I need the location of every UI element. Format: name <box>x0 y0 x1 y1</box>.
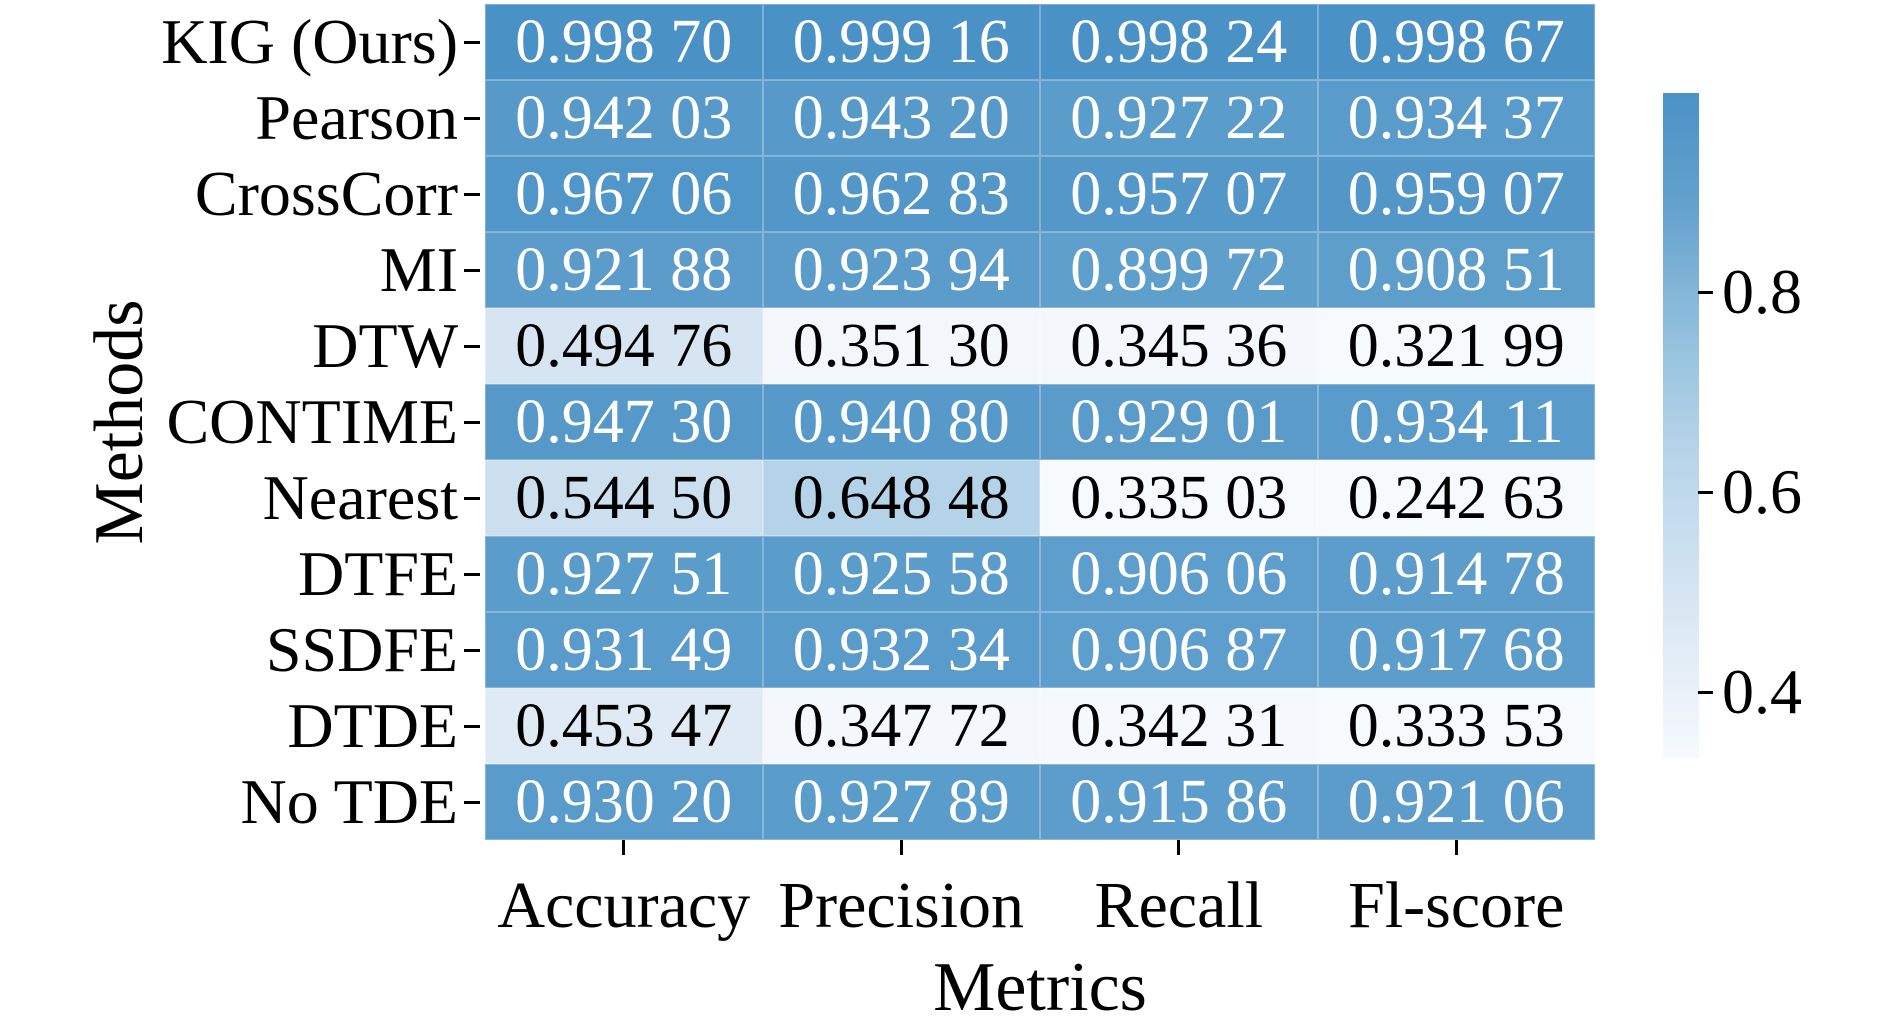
heatmap-cell: 0.967 06 <box>485 156 763 232</box>
heatmap-cell: 0.544 50 <box>485 460 763 536</box>
row-label: Pearson <box>255 82 458 153</box>
row-label: DTW <box>312 310 458 381</box>
heatmap-cell: 0.934 37 <box>1317 80 1595 156</box>
colorbar-tick-label: 0.6 <box>1722 456 1802 527</box>
heatmap-cell: 0.959 07 <box>1317 156 1595 232</box>
col-label: Recall <box>1094 869 1264 942</box>
heatmap-cell: 0.940 80 <box>762 384 1040 460</box>
heatmap-cell: 0.906 87 <box>1040 612 1318 688</box>
heatmap-cell: 0.931 49 <box>485 612 763 688</box>
colorbar-tick <box>1698 290 1713 294</box>
heatmap-cell: 0.242 63 <box>1317 460 1595 536</box>
y-axis-tick <box>464 116 480 120</box>
heatmap-cell: 0.998 24 <box>1040 4 1318 80</box>
colorbar-tick-label: 0.8 <box>1722 256 1802 327</box>
heatmap-cell: 0.947 30 <box>485 384 763 460</box>
heatmap-cell: 0.932 34 <box>762 612 1040 688</box>
col-label: Fl-score <box>1348 869 1565 942</box>
heatmap-cell: 0.943 20 <box>762 80 1040 156</box>
heatmap-cell: 0.914 78 <box>1317 536 1595 612</box>
row-label: KIG (Ours) <box>161 6 458 77</box>
heatmap-cell: 0.929 01 <box>1040 384 1318 460</box>
heatmap-cell: 0.453 47 <box>485 688 763 764</box>
heatmap-cell: 0.648 48 <box>762 460 1040 536</box>
heatmap-cell: 0.927 22 <box>1040 80 1318 156</box>
colorbar-tick <box>1698 490 1713 494</box>
heatmap-cell: 0.494 76 <box>485 308 763 384</box>
heatmap-cell: 0.927 51 <box>485 536 763 612</box>
heatmap-cell: 0.908 51 <box>1317 232 1595 308</box>
heatmap-cell: 0.899 72 <box>1040 232 1318 308</box>
heatmap-cell: 0.906 06 <box>1040 536 1318 612</box>
heatmap-cell: 0.351 30 <box>762 308 1040 384</box>
colorbar-tick-label: 0.4 <box>1722 656 1802 727</box>
heatmap-cell: 0.999 16 <box>762 4 1040 80</box>
row-label: CrossCorr <box>194 158 458 229</box>
y-axis-tick <box>464 192 480 196</box>
y-axis-tick <box>464 420 480 424</box>
heatmap-cell: 0.321 99 <box>1317 308 1595 384</box>
heatmap-cell: 0.921 06 <box>1317 764 1595 840</box>
y-axis-tick <box>464 40 480 44</box>
x-axis-title: Metrics <box>933 949 1147 1022</box>
heatmap-cell: 0.962 83 <box>762 156 1040 232</box>
y-axis-tick <box>464 268 480 272</box>
heatmap-cell: 0.347 72 <box>762 688 1040 764</box>
row-label: DTFE <box>298 538 458 609</box>
row-label: No TDE <box>240 766 458 837</box>
heatmap-cell: 0.333 53 <box>1317 688 1595 764</box>
x-axis-tick <box>1454 840 1458 855</box>
col-label: Accuracy <box>497 869 751 942</box>
heatmap-cell: 0.957 07 <box>1040 156 1318 232</box>
heatmap-grid: 0.998 70 0.999 16 0.998 24 0.998 67 0.942 03… <box>485 4 1595 840</box>
y-axis-tick <box>464 344 480 348</box>
heatmap-cell: 0.934 11 <box>1317 384 1595 460</box>
y-axis-tick <box>464 800 480 804</box>
col-label: Precision <box>778 869 1025 942</box>
y-axis-tick <box>464 648 480 652</box>
heatmap-cell: 0.923 94 <box>762 232 1040 308</box>
heatmap-cell: 0.345 36 <box>1040 308 1318 384</box>
heatmap-cell: 0.998 67 <box>1317 4 1595 80</box>
heatmap-cell: 0.942 03 <box>485 80 763 156</box>
heatmap-cell: 0.915 86 <box>1040 764 1318 840</box>
heatmap-cell: 0.930 20 <box>485 764 763 840</box>
x-axis-tick <box>1177 840 1181 855</box>
colorbar-tick <box>1698 690 1713 694</box>
heatmap-cell: 0.917 68 <box>1317 612 1595 688</box>
heatmap-cell: 0.342 31 <box>1040 688 1318 764</box>
row-label: Nearest <box>262 462 458 533</box>
x-axis-tick <box>622 840 626 855</box>
row-label: DTDE <box>287 690 458 761</box>
heatmap-cell: 0.998 70 <box>485 4 763 80</box>
heatmap-cell: 0.335 03 <box>1040 460 1318 536</box>
y-axis-tick <box>464 496 480 500</box>
row-label: CONTIME <box>166 386 458 457</box>
colorbar <box>1663 93 1699 758</box>
heatmap-cell: 0.921 88 <box>485 232 763 308</box>
y-axis-tick <box>464 572 480 576</box>
heatmap-cell: 0.925 58 <box>762 536 1040 612</box>
y-axis-tick <box>464 724 480 728</box>
heatmap-cell: 0.927 89 <box>762 764 1040 840</box>
row-label: MI <box>379 234 458 305</box>
row-label: SSDFE <box>265 614 458 685</box>
x-axis-tick <box>899 840 903 855</box>
